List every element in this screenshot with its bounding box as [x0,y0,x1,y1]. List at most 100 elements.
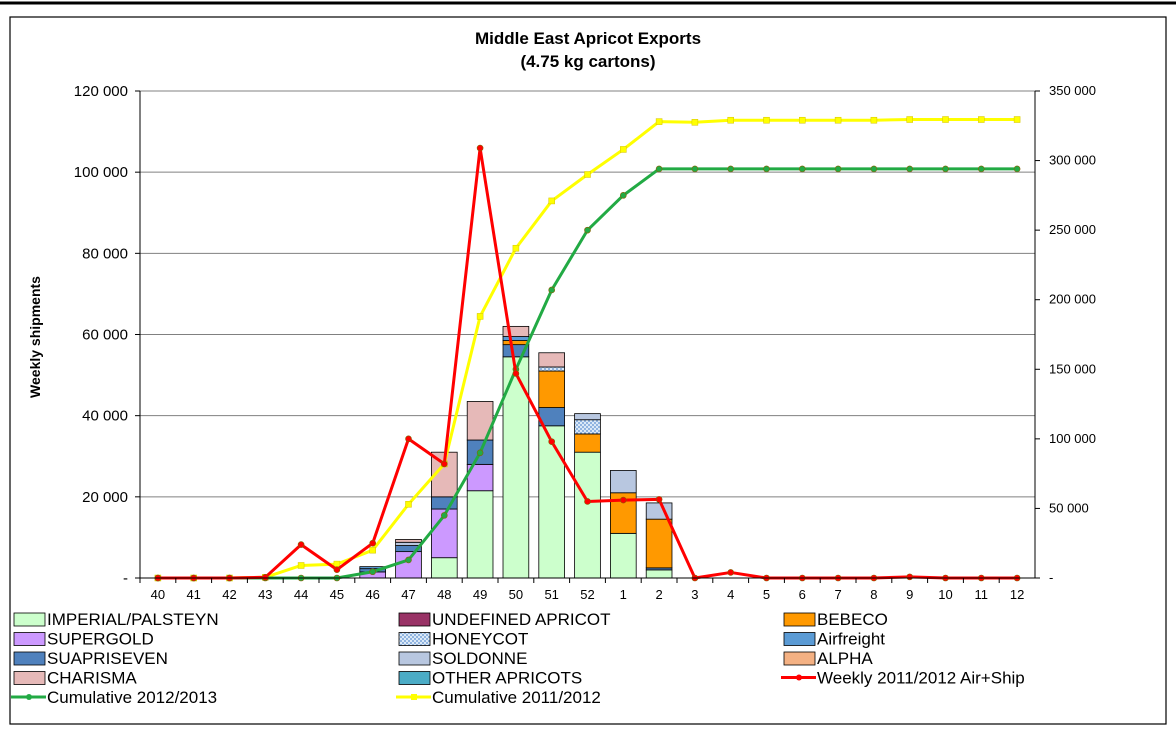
bar-segment [502,325,530,337]
legend-label: SUAPRISEVEN [47,649,168,668]
legend: IMPERIAL/PALSTEYN UNDEFINED APRICOT BEBECO… [11,610,1025,707]
y2-tick-label: - [1049,570,1053,585]
series-point [369,539,377,547]
x-tick-label: 49 [473,587,487,602]
y-tick-label: 40 000 [82,408,128,425]
bar-segment [502,340,530,346]
x-tick-label: 40 [151,587,165,602]
series-point [691,165,699,173]
bar-segment [431,557,458,579]
bar-segment [610,532,637,579]
series-point [476,144,484,152]
y2-tick-label: 350 000 [1049,83,1096,98]
series-point [333,566,341,573]
series-point [512,244,520,252]
series-point [727,569,735,576]
legend-label: Airfreight [817,630,885,649]
legend-label: Weekly 2011/2012 Air+Ship [817,669,1025,688]
x-tick-label: 12 [1010,587,1024,602]
legend-swatch [398,651,431,666]
y-axis-label: Weekly shipments [27,276,43,398]
legend-swatch [398,612,431,627]
series-point [1013,116,1021,123]
series-point [476,449,484,457]
series-point [619,496,627,504]
legend-label: BEBECO [817,610,888,629]
bar-segment [610,470,637,494]
y-tick-label: 80 000 [82,245,128,262]
series-point [1013,165,1021,173]
series-point [906,116,913,123]
legend-marker [796,674,802,681]
series-point [691,119,699,126]
series-point [369,546,376,554]
y-tick-label: 20 000 [82,489,128,506]
series-point [297,541,305,548]
series-point [870,116,878,124]
series-point [584,171,591,178]
bar-segment [538,352,565,368]
series-point [369,568,377,576]
y-tick-label: 100 000 [74,164,128,181]
bar-segment [574,413,601,421]
series-point [440,512,448,519]
series-point [763,165,770,173]
series-point [942,165,949,173]
bar-segment [538,366,565,372]
y-tick-label: - [123,570,128,587]
x-tick-label: 43 [258,587,272,602]
series-point [405,435,412,443]
x-tick-label: 42 [222,587,236,602]
axes-layer: - 20 000 40 000 60 000 80 000 100 000 120 000 -… [74,83,1096,602]
x-tick-label: 44 [294,587,308,602]
series-point [906,573,914,581]
x-tick-label: 5 [763,587,770,602]
series-point [977,165,985,173]
series-point [834,116,842,124]
bar-segment [574,419,601,435]
series-point [727,116,734,124]
x-tick-label: 3 [691,587,698,602]
series-point [906,165,914,173]
series-point [763,116,770,124]
bar-segment [574,433,601,453]
legend-swatch [13,651,46,666]
series-point [333,560,341,568]
series-point [655,165,663,173]
series-point [942,116,949,123]
x-tick-label: 9 [906,587,913,602]
x-tick-label: 2 [655,587,662,602]
bar-segment [502,356,530,579]
x-tick-label: 10 [938,587,952,602]
x-tick-label: 41 [186,587,200,602]
y2-tick-label: 150 000 [1049,361,1096,376]
bar-segment [395,539,422,543]
legend-label: Cumulative 2012/2013 [47,688,217,707]
series-point [261,574,269,581]
series-point [584,226,591,234]
series-point [476,313,484,320]
series-point [584,498,591,505]
bar-segment [538,370,565,408]
legend-label: SOLDONNE [432,649,527,668]
series-point [297,562,305,569]
series-point [440,460,448,468]
series-point [655,496,663,503]
x-tick-label: 45 [330,587,344,602]
x-tick-label: 7 [834,587,841,602]
legend-label: CHARISMA [47,669,137,688]
x-tick-label: 11 [975,587,989,602]
x-tick-label: 46 [365,587,379,602]
series-point [655,118,663,125]
bar-segment [395,551,422,579]
legend-label: ALPHA [817,649,873,668]
series-point [405,501,412,508]
legend-label: HONEYCOT [432,630,528,649]
legend-marker [411,694,417,700]
legend-swatch [783,632,816,646]
y2-tick-label: 50 000 [1049,500,1089,515]
legend-swatch [13,612,46,627]
x-tick-label: 50 [509,587,523,602]
